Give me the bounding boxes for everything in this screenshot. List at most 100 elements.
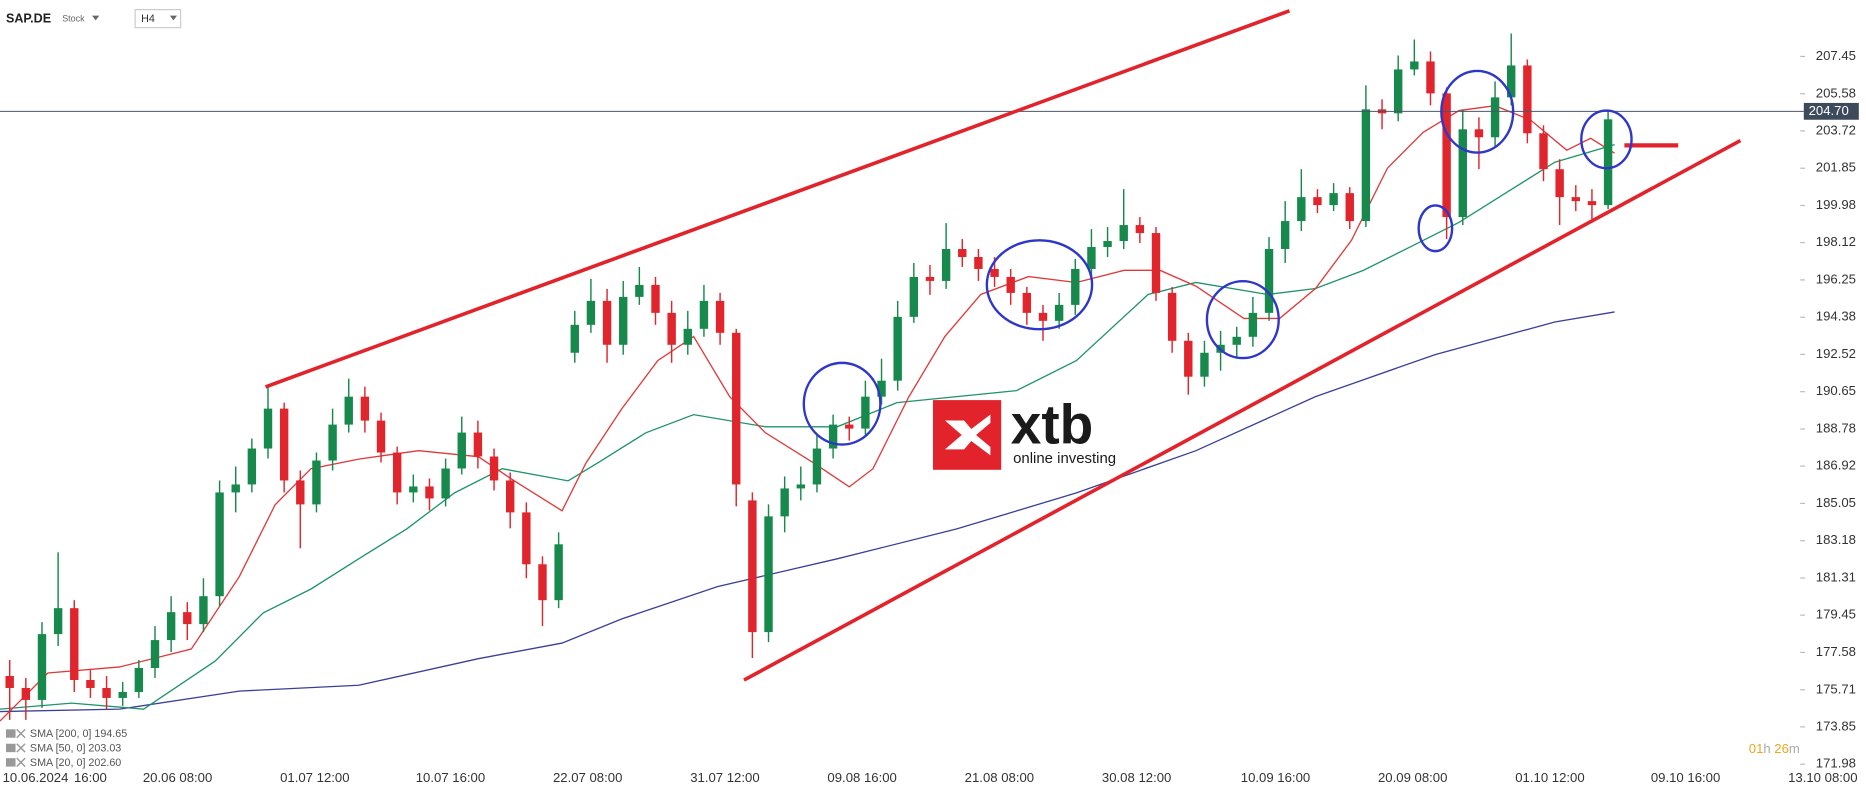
candle-body (748, 500, 757, 633)
candle-body (118, 691, 127, 698)
legend-entry: SMA [200, 0] 194.65 (30, 728, 127, 740)
y-tick-label: 198.12 (1816, 234, 1856, 249)
candle-body (312, 460, 321, 505)
candle-body (53, 608, 63, 635)
candle-body (199, 596, 208, 625)
candle-body (812, 448, 822, 485)
x-tick-label: 13.10 08:00 (1788, 770, 1857, 785)
x-tick-label: 10.07 16:00 (416, 770, 485, 785)
x-tick-label: 10.09 16:00 (1241, 770, 1310, 785)
dropdown-arrow[interactable] (169, 15, 178, 21)
candle-body (1539, 133, 1548, 170)
y-tick-label: 186.92 (1816, 458, 1856, 473)
candle-body (70, 608, 79, 680)
y-tick-label: 179.45 (1816, 607, 1856, 622)
candle-body (764, 516, 773, 633)
candle-body (1087, 247, 1096, 269)
candle-timer: 01h 26m (1749, 741, 1800, 756)
candle-body (554, 544, 563, 601)
timeframe[interactable]: H4 (141, 13, 155, 25)
candle-body (441, 468, 450, 499)
candle-body (1071, 268, 1080, 305)
candle-body (1361, 109, 1371, 222)
highlight-circle (802, 361, 882, 446)
candle-body (134, 668, 144, 692)
candle-body (796, 484, 806, 489)
candle-body (1393, 69, 1403, 114)
y-tick-label: 171.98 (1816, 756, 1856, 771)
candle-body (1555, 169, 1564, 198)
candle-body (522, 512, 531, 565)
legend-remove[interactable] (16, 743, 26, 753)
candle-body (1507, 65, 1516, 98)
legend-remove[interactable] (16, 728, 26, 739)
indicator-line (0, 144, 1615, 710)
candle-body (1345, 193, 1354, 222)
candle-body (780, 488, 789, 517)
x-tick-label: 09.10 16:00 (1651, 770, 1720, 785)
candle-body (1313, 197, 1322, 206)
candle-body (247, 448, 257, 485)
candle-body (86, 679, 95, 688)
candle-body (489, 456, 499, 481)
timer-minutes: 26 (1774, 741, 1789, 756)
candle-body (941, 249, 951, 281)
candle-body (1184, 340, 1193, 377)
candle-body (570, 324, 579, 353)
candle-body (861, 396, 870, 429)
dropdown-arrow[interactable] (92, 15, 100, 21)
candle-body (635, 284, 644, 297)
y-tick-label: 201.85 (1816, 160, 1856, 175)
x-tick-label: 30.08 12:00 (1102, 770, 1171, 785)
candle-body (150, 640, 160, 669)
legend-remove[interactable] (16, 757, 26, 768)
candle-body (602, 300, 612, 345)
y-tick-label: 190.65 (1816, 383, 1856, 398)
candle-body (1103, 241, 1112, 248)
y-tick-label: 183.18 (1816, 532, 1856, 547)
x-tick-label: 20.09 08:00 (1378, 770, 1447, 785)
candle-body (473, 432, 483, 457)
candle-body (1523, 65, 1532, 134)
y-tick-label: 188.78 (1816, 420, 1856, 435)
legend-icon (5, 758, 16, 767)
timer-hours: 01 (1749, 741, 1764, 756)
candle-body (1151, 233, 1161, 293)
candle-body (715, 300, 725, 333)
y-tick-label: 181.31 (1816, 569, 1856, 584)
y-tick-label: 194.38 (1816, 309, 1856, 324)
highlight-circle (985, 239, 1094, 331)
candle-body (5, 675, 14, 688)
legend-icon (5, 729, 16, 738)
x-tick-label: 22.07 08:00 (553, 770, 622, 785)
symbol[interactable]: SAP.DE (6, 12, 51, 26)
indicator-line (0, 105, 1615, 722)
x-tick-label: 21.08 08:00 (965, 770, 1034, 785)
candle-body (457, 432, 466, 469)
candle-body (1038, 312, 1048, 321)
y-tick-label: 203.72 (1816, 122, 1856, 137)
candle-body (1200, 352, 1209, 377)
timeframe-box[interactable] (134, 9, 182, 29)
candle-body (279, 408, 289, 481)
last-price-label: 204.70 (1809, 103, 1849, 118)
candle-body (102, 687, 111, 698)
y-tick-label: 175.71 (1816, 681, 1856, 696)
candle-body (409, 486, 418, 493)
highlight-circle (1440, 69, 1515, 154)
y-tick-label: 185.05 (1816, 495, 1856, 510)
candle-body (1410, 61, 1419, 70)
candle-body (1587, 201, 1597, 206)
trend-line (264, 9, 1291, 389)
candle-body (909, 276, 919, 317)
y-tick-label: 196.25 (1816, 271, 1856, 286)
candle-body (1167, 292, 1177, 341)
logo-brand: xtb (1011, 393, 1094, 455)
candle-body (505, 480, 515, 513)
highlight-circle (1205, 279, 1280, 360)
candle-body (974, 256, 983, 269)
candle-body (166, 612, 176, 641)
candle-body (619, 296, 628, 345)
candle-body (392, 452, 402, 493)
candle-body (1603, 119, 1613, 206)
